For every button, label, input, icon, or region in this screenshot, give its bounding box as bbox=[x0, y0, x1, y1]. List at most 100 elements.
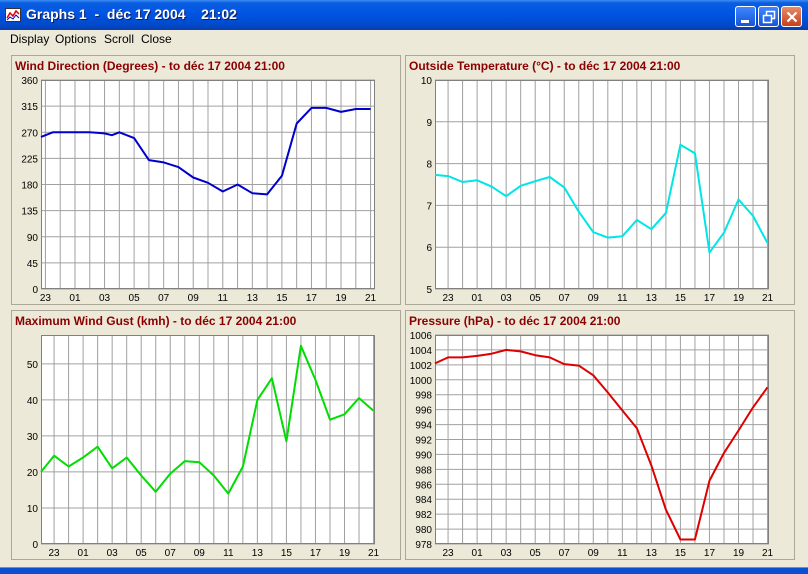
max-wind-gust-x-tick-label: 13 bbox=[252, 548, 264, 559]
max-wind-gust-x-tick-label: 15 bbox=[281, 548, 293, 559]
max-wind-gust-x-tick-label: 01 bbox=[78, 548, 90, 559]
pressure-panel: Pressure (hPa) - to déc 17 2004 21:00 97… bbox=[405, 310, 795, 560]
wind-direction-x-tick-label: 11 bbox=[218, 293, 229, 304]
graph-app-icon bbox=[5, 8, 21, 22]
pressure-x-tick-label: 11 bbox=[617, 548, 628, 559]
outside-temperature-x-tick-label: 19 bbox=[733, 293, 745, 304]
max-wind-gust-x-tick-label: 11 bbox=[223, 548, 234, 559]
wind-direction-y-tick-label: 270 bbox=[21, 128, 38, 139]
max-wind-gust-series-line bbox=[40, 344, 375, 495]
outside-temperature-x-tick-label: 21 bbox=[762, 293, 774, 304]
pressure-y-tick-label: 984 bbox=[415, 495, 432, 506]
wind-direction-x-tick-label: 15 bbox=[276, 293, 288, 304]
pressure-x-tick-label: 13 bbox=[646, 548, 658, 559]
outside-temperature-title: Outside Temperature (°C) - to déc 17 200… bbox=[409, 59, 681, 73]
pressure-series-line bbox=[434, 348, 769, 541]
wind-direction-title: Wind Direction (Degrees) - to déc 17 200… bbox=[15, 59, 285, 73]
outside-temperature-x-tick-label: 01 bbox=[472, 293, 484, 304]
pressure-x-tick-label: 01 bbox=[472, 548, 484, 559]
max-wind-gust-x-tick-label: 07 bbox=[165, 548, 177, 559]
outside-temperature-x-tick-label: 15 bbox=[675, 293, 687, 304]
max-wind-gust-x-tick-label: 21 bbox=[368, 548, 380, 559]
pressure-y-tick-label: 986 bbox=[415, 480, 432, 491]
restore-icon bbox=[762, 10, 776, 24]
window-title: Graphs 1 - déc 17 2004 21:02 bbox=[26, 6, 237, 22]
title-bar[interactable]: Graphs 1 - déc 17 2004 21:02 bbox=[0, 0, 808, 30]
outside-temperature-panel: Outside Temperature (°C) - to déc 17 200… bbox=[405, 55, 795, 305]
wind-direction-x-tick-label: 05 bbox=[129, 293, 141, 304]
outside-temperature-plot-border bbox=[435, 80, 769, 289]
pressure-x-tick-label: 03 bbox=[501, 548, 513, 559]
pressure-y-tick-label: 1002 bbox=[410, 361, 433, 372]
wind-direction-y-tick-label: 135 bbox=[21, 207, 38, 218]
pressure-y-tick-label: 994 bbox=[415, 421, 432, 432]
max-wind-gust-chart: 0 10 20 30 40 50 23 01 03 05 07 09 11 13 15 17 19 21 bbox=[27, 335, 380, 559]
wind-direction-x-tick-label: 17 bbox=[306, 293, 318, 304]
pressure-x-tick-label: 09 bbox=[588, 548, 600, 559]
outside-temperature-x-tick-label: 23 bbox=[443, 293, 455, 304]
outside-temperature-x-tick-label: 03 bbox=[501, 293, 513, 304]
max-wind-gust-x-tick-label: 03 bbox=[107, 548, 119, 559]
wind-direction-x-tick-label: 09 bbox=[188, 293, 200, 304]
menu-bar: Display Options Scroll Close bbox=[0, 30, 808, 50]
pressure-chart: 978 980 982 984 986 988 990 992 994 996 998 1000 100… bbox=[410, 331, 774, 559]
close-icon bbox=[786, 11, 798, 23]
max-wind-gust-y-tick-label: 10 bbox=[27, 504, 39, 515]
max-wind-gust-y-tick-label: 0 bbox=[32, 540, 38, 551]
outside-temperature-x-tick-label: 17 bbox=[704, 293, 716, 304]
max-wind-gust-y-tick-label: 50 bbox=[27, 360, 39, 371]
pressure-y-tick-label: 992 bbox=[415, 436, 432, 447]
pressure-y-tick-label: 1004 bbox=[410, 346, 433, 357]
menu-display[interactable]: Display bbox=[10, 32, 50, 46]
pressure-x-tick-label: 05 bbox=[530, 548, 542, 559]
wind-direction-y-tick-label: 45 bbox=[27, 259, 39, 270]
pressure-y-tick-label: 978 bbox=[415, 540, 432, 551]
minimize-button[interactable] bbox=[735, 6, 756, 27]
wind-direction-chart: 0 45 90 135 180 225 270 315 360 23 01 03 05 07 09 11 13 1… bbox=[21, 76, 377, 304]
pressure-x-tick-label: 21 bbox=[762, 548, 774, 559]
max-wind-gust-plot-border bbox=[41, 335, 375, 544]
menu-close[interactable]: Close bbox=[141, 32, 172, 46]
max-wind-gust-x-tick-label: 19 bbox=[339, 548, 351, 559]
pressure-y-tick-label: 1006 bbox=[410, 331, 433, 342]
restore-button[interactable] bbox=[758, 6, 779, 27]
menu-options[interactable]: Options bbox=[55, 32, 97, 46]
max-wind-gust-y-tick-label: 20 bbox=[27, 468, 39, 479]
outside-temperature-y-tick-label: 10 bbox=[421, 76, 433, 87]
wind-direction-x-tick-label: 03 bbox=[99, 293, 111, 304]
close-window-button[interactable] bbox=[781, 6, 802, 27]
wind-direction-x-tick-label: 23 bbox=[40, 293, 52, 304]
window-bottom-border bbox=[0, 567, 808, 574]
wind-direction-x-tick-label: 19 bbox=[335, 293, 347, 304]
max-wind-gust-title: Maximum Wind Gust (kmh) - to déc 17 2004… bbox=[15, 314, 297, 328]
pressure-y-tick-label: 998 bbox=[415, 391, 432, 402]
pressure-x-tick-label: 15 bbox=[675, 548, 687, 559]
outside-temperature-plot-area bbox=[435, 80, 769, 289]
wind-direction-y-tick-label: 360 bbox=[21, 76, 38, 87]
outside-temperature-x-tick-label: 07 bbox=[559, 293, 571, 304]
wind-direction-x-tick-label: 07 bbox=[158, 293, 170, 304]
outside-temperature-y-tick-label: 8 bbox=[426, 160, 432, 171]
outside-temperature-x-tick-label: 09 bbox=[588, 293, 600, 304]
wind-direction-plot-border bbox=[41, 80, 375, 289]
wind-direction-x-tick-label: 21 bbox=[365, 293, 377, 304]
wind-direction-series-line bbox=[40, 106, 371, 196]
outside-temperature-x-tick-label: 11 bbox=[617, 293, 628, 304]
pressure-x-tick-label: 07 bbox=[559, 548, 571, 559]
max-wind-gust-x-tick-label: 05 bbox=[136, 548, 148, 559]
max-wind-gust-plot-area bbox=[41, 335, 375, 544]
outside-temperature-y-tick-label: 7 bbox=[426, 201, 432, 212]
wind-direction-y-tick-label: 90 bbox=[27, 233, 39, 244]
pressure-y-tick-label: 1000 bbox=[410, 376, 433, 387]
wind-direction-x-tick-label: 01 bbox=[69, 293, 81, 304]
outside-temperature-y-tick-label: 9 bbox=[426, 118, 432, 129]
outside-temperature-x-tick-label: 13 bbox=[646, 293, 658, 304]
pressure-y-tick-label: 982 bbox=[415, 510, 432, 521]
menu-scroll[interactable]: Scroll bbox=[104, 32, 135, 46]
pressure-y-tick-label: 988 bbox=[415, 465, 432, 476]
pressure-y-tick-label: 990 bbox=[415, 450, 432, 461]
pressure-x-tick-label: 19 bbox=[733, 548, 745, 559]
outside-temperature-y-tick-label: 5 bbox=[426, 285, 432, 296]
max-wind-gust-y-tick-label: 30 bbox=[27, 432, 39, 443]
pressure-x-tick-label: 23 bbox=[443, 548, 455, 559]
